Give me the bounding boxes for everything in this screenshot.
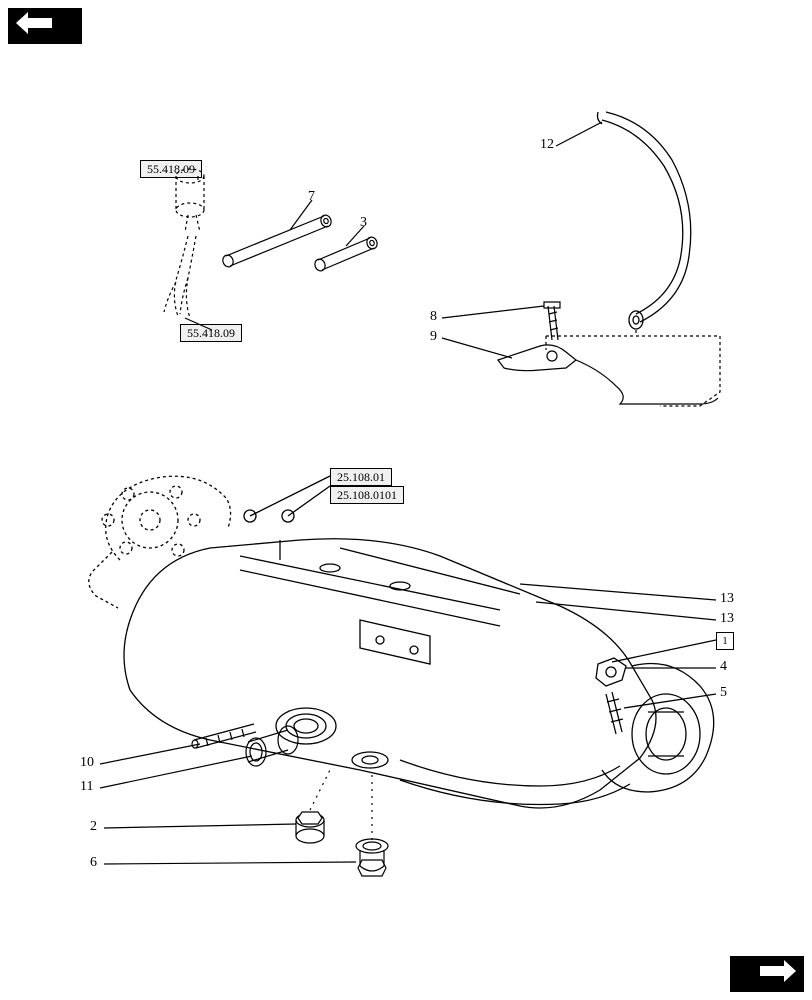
part-bracket	[498, 345, 718, 404]
exploded-diagram	[0, 0, 812, 1000]
axle-housing	[89, 476, 716, 808]
part-screw	[544, 302, 560, 340]
part-plug	[296, 812, 324, 843]
part-hose	[598, 112, 691, 329]
connector-phantom	[176, 169, 204, 232]
part-drain-plug	[356, 839, 388, 876]
hose-dest-phantom	[546, 330, 720, 406]
wire-harness-phantom	[164, 236, 196, 318]
part-sleeve-short	[313, 236, 379, 273]
part-stud	[192, 724, 256, 748]
